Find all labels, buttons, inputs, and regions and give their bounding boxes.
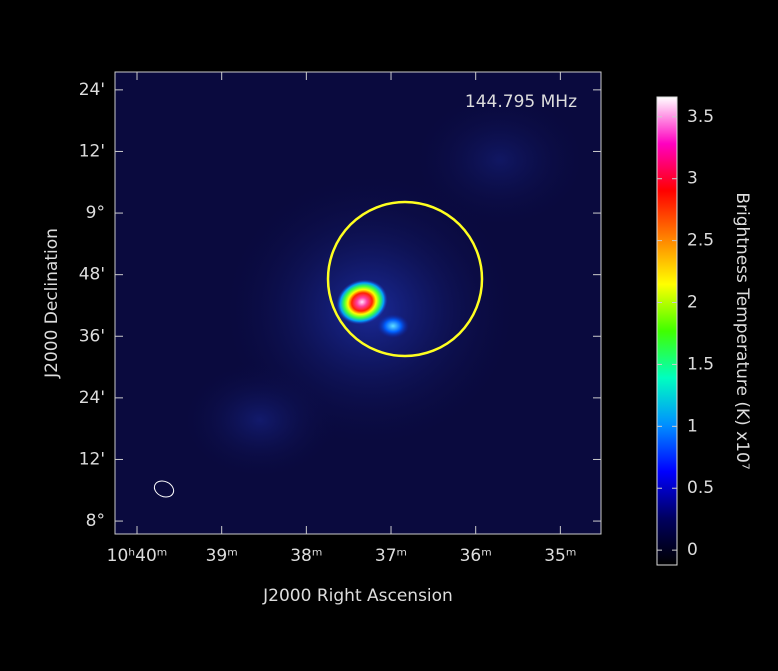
colorbar-label: Brightness Temperature (K) x10⁷ [732,192,752,470]
y-tick-label: 12' [79,449,105,469]
x-tick-label: 35ᵐ [544,546,576,566]
x-axis-label: J2000 Right Ascension [262,586,453,606]
y-tick-label: 36' [79,326,105,346]
beam [153,480,175,498]
y-tick-label: 24' [79,388,105,408]
x-tick-label: 37ᵐ [375,546,407,566]
y-tick-label: 12' [79,141,105,161]
colorbar-tick-label: 1 [687,416,698,436]
y-tick-label: 48' [79,265,105,285]
colorbar-tick-label: 0.5 [687,478,714,498]
colorbar-tick-label: 2 [687,293,698,313]
x-tick-label: 39ᵐ [206,546,238,566]
colorbar-tick-label: 3.5 [687,107,714,127]
colorbar-tick-label: 1.5 [687,354,714,374]
colorbar-tick-label: 3 [687,169,698,189]
colorbar [656,96,678,566]
y-tick-label: 9° [86,203,105,223]
y-axis-label: J2000 Declination [42,228,62,379]
colorbar-tick-label: 0 [687,540,698,560]
colorbar-tick-label: 2.5 [687,231,714,251]
y-tick-label: 8° [86,511,105,531]
x-tick-label: 38ᵐ [290,546,322,566]
source-circle [326,200,484,358]
x-tick-label: 10ʰ40ᵐ [107,546,168,566]
x-tick-label: 36ᵐ [460,546,492,566]
plot-frame [114,71,602,535]
y-tick-label: 24' [79,80,105,100]
sky-image [115,72,601,534]
frequency-label: 144.795 MHz [465,92,577,112]
